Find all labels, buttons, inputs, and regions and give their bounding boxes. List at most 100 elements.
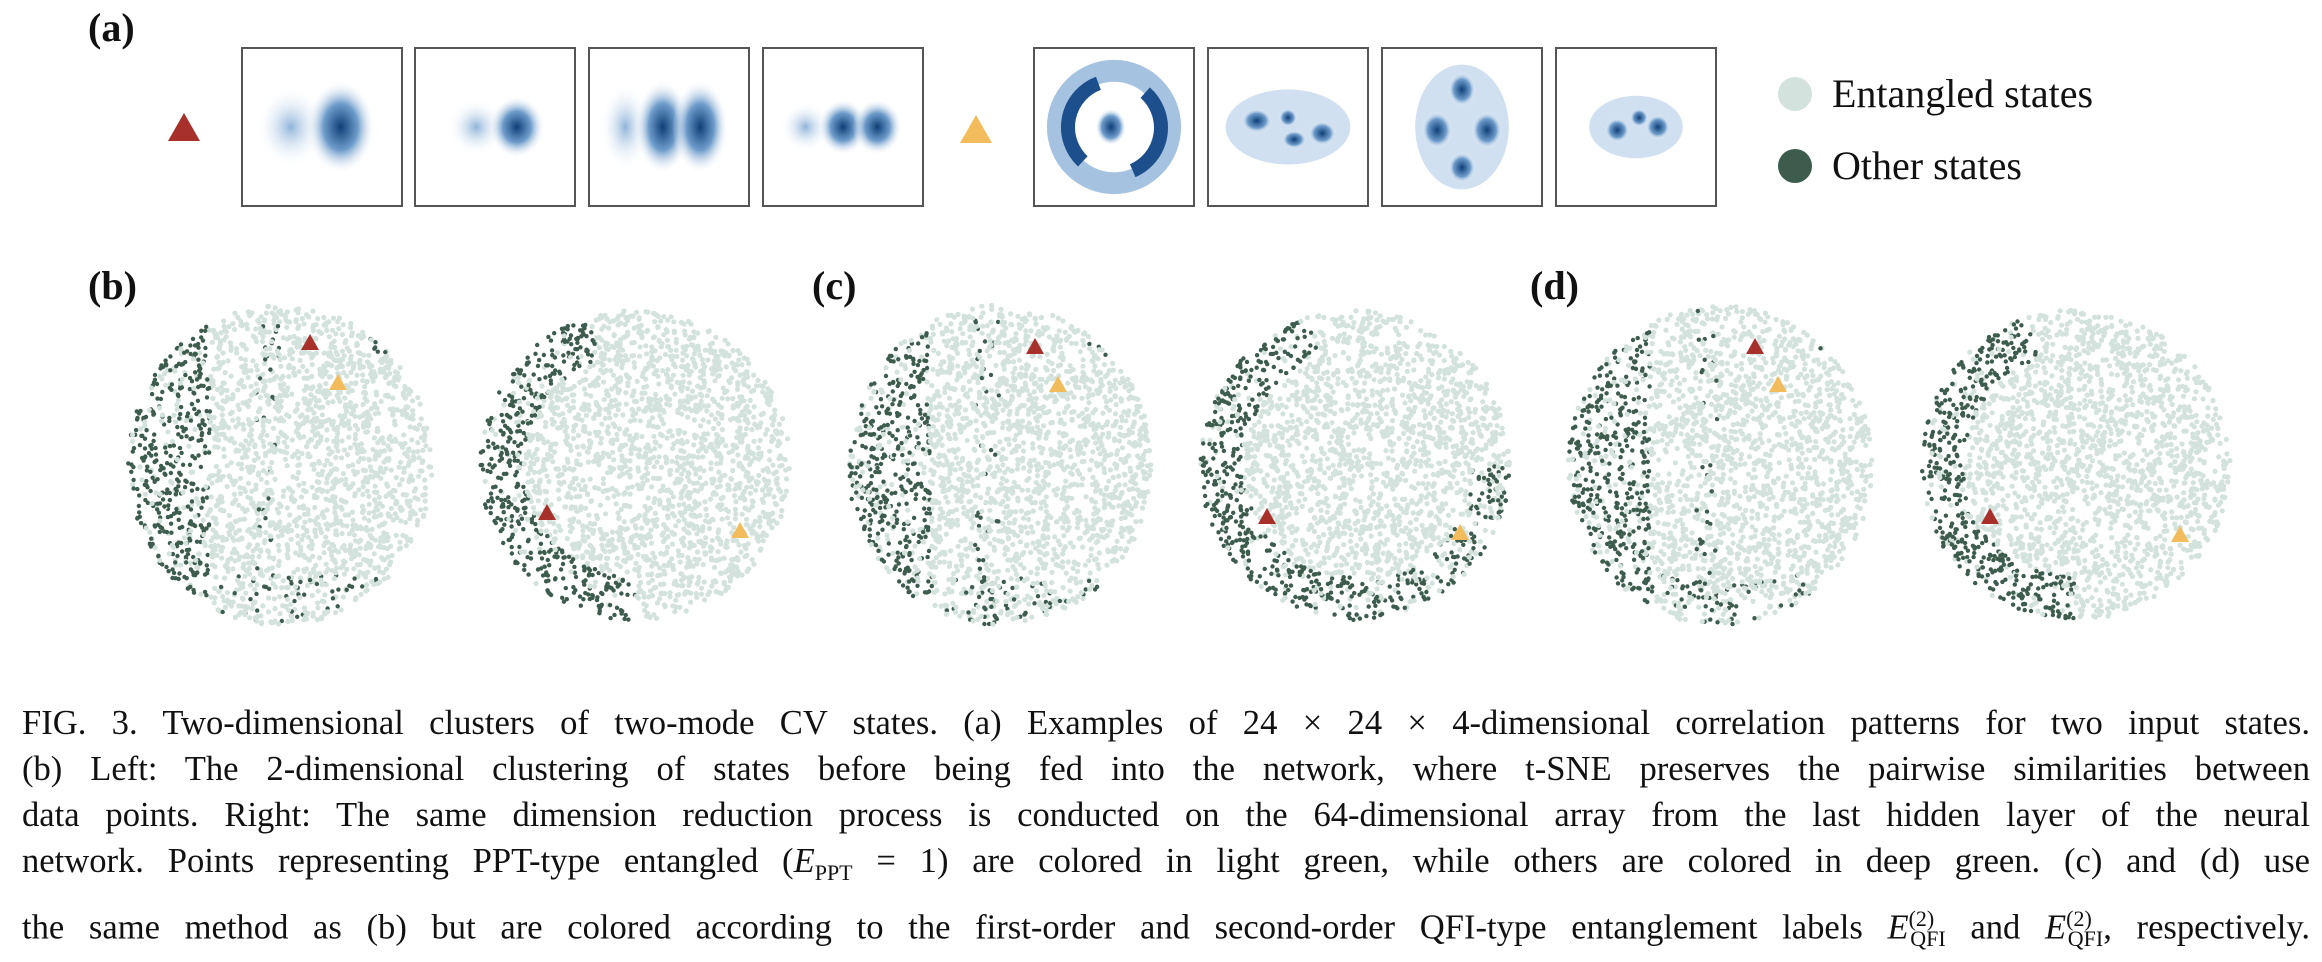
- entangled-state-point: [692, 394, 698, 400]
- entangled-state-point: [541, 440, 547, 446]
- other-state-point: [168, 521, 174, 526]
- entangled-state-point: [557, 527, 564, 533]
- entangled-state-point: [1147, 467, 1154, 473]
- red-triangle-marker: [301, 334, 319, 350]
- entangled-state-point: [147, 407, 153, 413]
- entangled-state-point: [383, 493, 389, 499]
- entangled-state-point: [739, 362, 745, 368]
- other-state-point: [589, 330, 594, 335]
- other-state-point: [521, 396, 527, 401]
- entangled-state-point: [369, 526, 375, 532]
- entangled-state-point: [774, 481, 780, 487]
- entangled-state-point: [766, 491, 772, 497]
- entangled-state-point: [643, 603, 649, 609]
- yellow-triangle-marker: [329, 374, 347, 390]
- entangled-state-point: [662, 591, 668, 597]
- entangled-state-point: [1040, 423, 1047, 429]
- entangled-state-point: [755, 445, 762, 451]
- entangled-state-point: [707, 341, 713, 347]
- entangled-state-point: [744, 484, 750, 490]
- entangled-state-point: [687, 539, 693, 546]
- entangled-state-point: [1064, 464, 1070, 470]
- other-state-point: [626, 617, 631, 622]
- other-state-point: [487, 419, 493, 425]
- entangled-state-point: [349, 388, 355, 394]
- entangled-state-point: [576, 540, 582, 546]
- entangled-state-point: [619, 453, 625, 459]
- entangled-state-point: [627, 472, 633, 478]
- entangled-state-point: [654, 367, 660, 374]
- entangled-state-point: [278, 415, 284, 421]
- entangled-state-point: [388, 505, 394, 511]
- entangled-state-point: [641, 384, 647, 390]
- other-state-point: [602, 573, 607, 578]
- entangled-state-point: [534, 431, 540, 438]
- other-state-point: [145, 500, 151, 506]
- entangled-state-point: [679, 512, 685, 519]
- entangled-state-point: [234, 550, 240, 556]
- entangled-state-point: [270, 581, 276, 587]
- entangled-state-point: [516, 464, 522, 470]
- entangled-state-point: [762, 379, 768, 385]
- entangled-state-point: [313, 562, 319, 568]
- entangled-state-point: [291, 340, 297, 346]
- other-state-point: [165, 487, 170, 492]
- entangled-state-point: [660, 530, 667, 536]
- entangled-state-point: [541, 398, 547, 404]
- other-state-point: [177, 416, 182, 421]
- entangled-state-point: [314, 479, 320, 485]
- other-state-point: [539, 556, 545, 561]
- entangled-state-point: [698, 385, 705, 391]
- entangled-state-point: [239, 466, 245, 472]
- entangled-state-point: [1034, 571, 1040, 577]
- entangled-state-point: [537, 546, 543, 552]
- entangled-state-point: [360, 329, 366, 335]
- other-state-point: [255, 608, 260, 613]
- other-state-point: [515, 483, 521, 488]
- entangled-state-point: [297, 337, 303, 343]
- entangled-state-point: [317, 366, 323, 372]
- other-state-point: [179, 362, 184, 367]
- entangled-state-point: [1026, 468, 1033, 474]
- entangled-state-point: [1035, 520, 1041, 526]
- entangled-state-point: [748, 388, 754, 395]
- entangled-state-point: [670, 372, 677, 378]
- other-state-point: [548, 378, 553, 383]
- entangled-state-point: [726, 353, 732, 359]
- other-state-point: [171, 443, 176, 448]
- entangled-state-point: [530, 433, 536, 439]
- entangled-state-point: [595, 375, 602, 381]
- other-state-point: [523, 505, 528, 510]
- entangled-state-point: [667, 590, 673, 596]
- entangled-state-point: [328, 468, 335, 474]
- entangled-state-point: [660, 368, 666, 374]
- entangled-state-point: [285, 385, 291, 391]
- entangled-state-point: [364, 398, 370, 404]
- entangled-state-point: [715, 433, 721, 439]
- entangled-state-point: [160, 412, 166, 418]
- entangled-state-point: [622, 547, 628, 553]
- other-state-point: [185, 586, 191, 591]
- entangled-state-point: [583, 412, 589, 419]
- entangled-state-point: [242, 450, 248, 456]
- other-state-point: [204, 324, 209, 329]
- entangled-state-point: [589, 324, 595, 330]
- other-state-point: [619, 611, 624, 616]
- other-state-point: [373, 345, 378, 350]
- entangled-state-point: [348, 320, 354, 327]
- entangled-state-point: [333, 466, 340, 472]
- entangled-state-point: [328, 461, 334, 467]
- entangled-state-point: [239, 455, 246, 461]
- entangled-state-point: [290, 474, 296, 480]
- entangled-state-point: [214, 552, 220, 558]
- entangled-state-point: [698, 585, 705, 591]
- entangled-state-point: [670, 494, 677, 500]
- entangled-state-point: [346, 485, 352, 491]
- entangled-state-point: [293, 318, 299, 325]
- other-state-point: [580, 330, 586, 336]
- other-state-point: [149, 391, 155, 397]
- other-state-point: [204, 408, 209, 414]
- entangled-state-point: [228, 373, 234, 379]
- entangled-state-point: [263, 352, 269, 358]
- entangled-state-point: [622, 353, 629, 359]
